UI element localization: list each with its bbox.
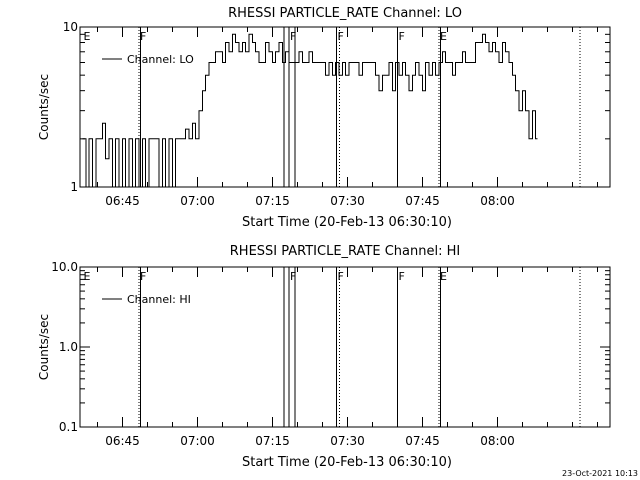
flag-label: F [338,270,344,283]
y-tick-label: 10.0 [51,260,78,274]
chart-title: RHESSI PARTICLE_RATE Channel: HI [230,244,460,259]
x-tick-label: 07:00 [180,194,215,208]
flag-label: E [440,30,447,43]
x-tick-label: 07:45 [405,434,440,448]
chart-title: RHESSI PARTICLE_RATE Channel: LO [228,6,462,21]
x-tick-label: 06:45 [105,194,140,208]
x-tick-label: 07:30 [330,434,365,448]
x-axis-label: Start Time (20-Feb-13 06:30:10) [242,455,452,470]
flag-label: E [84,270,91,283]
flag-label: F [140,270,146,283]
plot-frame [79,26,611,188]
flag-label: F [290,30,296,43]
legend-label: Channel: LO [127,53,194,66]
legend-label: Channel: HI [127,293,191,306]
x-tick-label: 07:30 [330,194,365,208]
panel-lo-channel: RHESSI PARTICLE_RATE Channel: LO Counts/s… [37,6,611,230]
x-tick-label: 07:45 [405,194,440,208]
y-tick-label: 1 [70,180,78,194]
flag-label: F [399,30,405,43]
y-tick-label: 1.0 [59,340,78,354]
y-tick-label: 10 [63,20,78,34]
flag-label: F [399,270,405,283]
y-axis-label: Counts/sec [37,74,51,140]
flag-label: F [338,30,344,43]
x-tick-label: 07:15 [255,434,290,448]
y-axis-label: Counts/sec [37,314,51,380]
flag-label: E [84,30,91,43]
panel-hi-channel: RHESSI PARTICLE_RATE Channel: HI Counts/s… [37,244,611,470]
flag-label: F [290,270,296,283]
flag-label: F [140,30,146,43]
x-tick-label: 08:00 [480,194,515,208]
series-line [82,33,538,188]
footer-stamp: 23-Oct-2021 10:13 [562,469,638,478]
plot-frame [79,266,611,428]
x-tick-label: 08:00 [480,434,515,448]
flag-label: E [440,270,447,283]
x-tick-label: 07:15 [255,194,290,208]
x-tick-label: 06:45 [105,434,140,448]
y-tick-label: 0.1 [59,420,78,434]
x-tick-label: 07:00 [180,434,215,448]
x-axis-label: Start Time (20-Feb-13 06:30:10) [242,215,452,230]
